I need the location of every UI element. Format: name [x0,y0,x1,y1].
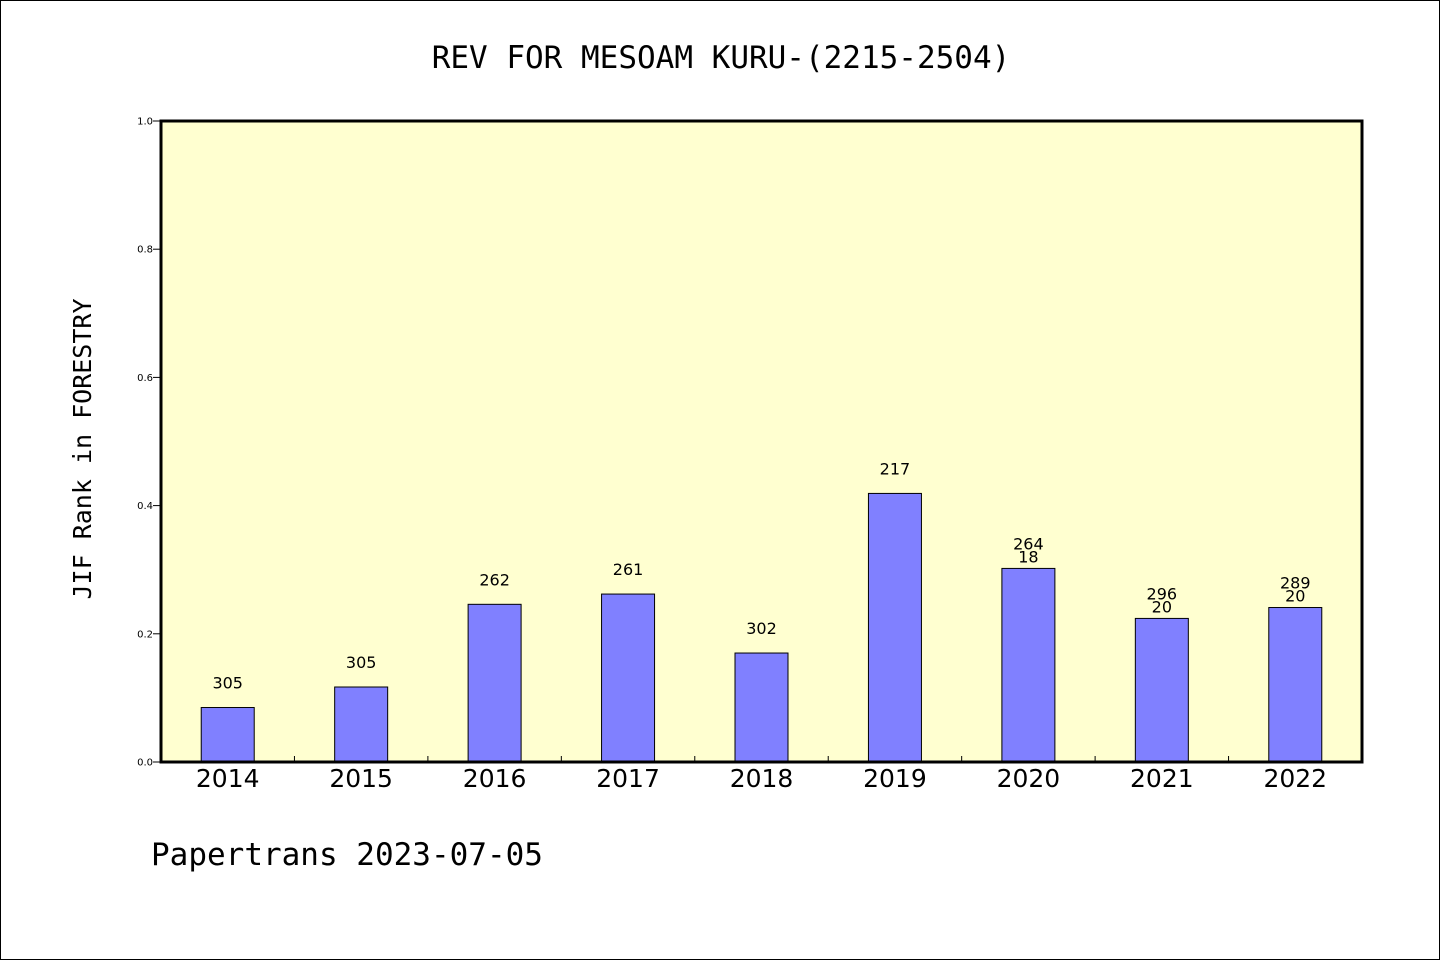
data-label-2022-1: 20 [1285,587,1305,606]
data-label-2015-0: 305 [346,653,377,672]
bar-2014 [200,707,255,763]
y-tick-label: 0.6 [137,373,153,384]
y-tick-label: 0.0 [137,758,153,769]
x-tick-label-2017: 2017 [596,764,660,793]
footer-credit: Papertrans 2023-07-05 [151,837,543,873]
data-label-2014-0: 305 [212,674,243,693]
y-axis: 0.0 0.2 0.4 0.6 0.8 1.0 [137,117,161,769]
y-axis-label: JIF Rank in FORESTRY [68,298,97,599]
x-tick-label-2018: 2018 [730,764,794,793]
data-label-2022-0: 289 [1280,574,1311,593]
data-label-2021-0: 296 [1147,584,1178,603]
data-label-2021-1: 20 [1152,597,1172,616]
bar-2015 [334,686,389,763]
data-label-2017-0: 261 [613,560,644,579]
x-axis: 2014 2015 2016 2017 2018 2019 2020 2021 2022 [196,756,1327,793]
chart-title: REV FOR MESOAM KURU-(2215-2504) [432,40,1011,76]
plot-border [159,119,1364,764]
y-tick-label: 0.4 [137,501,153,512]
bar-2016 [467,603,522,763]
x-tick-label-2021: 2021 [1130,764,1194,793]
y-tick-label: 1.0 [137,117,153,128]
bar-2018 [734,652,789,763]
data-label-2016-0: 262 [479,570,510,589]
data-label-2018-0: 302 [746,619,777,638]
x-tick-label-2019: 2019 [863,764,927,793]
bar-2022 [1268,607,1323,763]
data-label-2020-1: 18 [1018,547,1038,566]
x-tick-label-2022: 2022 [1263,764,1327,793]
bar-2021 [1134,617,1189,763]
x-tick-label-2016: 2016 [463,764,527,793]
x-tick-label-2020: 2020 [997,764,1061,793]
y-tick-label: 0.8 [137,245,153,256]
y-tick-label: 0.2 [137,629,153,640]
bar-2019 [867,492,922,763]
data-label-2019-0: 217 [880,459,911,478]
bar-2017 [601,593,656,763]
x-tick-label-2014: 2014 [196,764,260,793]
bars-layer [200,492,1323,763]
x-tick-label-2015: 2015 [329,764,393,793]
bar-2020 [1001,567,1056,763]
data-label-2020-0: 264 [1013,534,1044,553]
